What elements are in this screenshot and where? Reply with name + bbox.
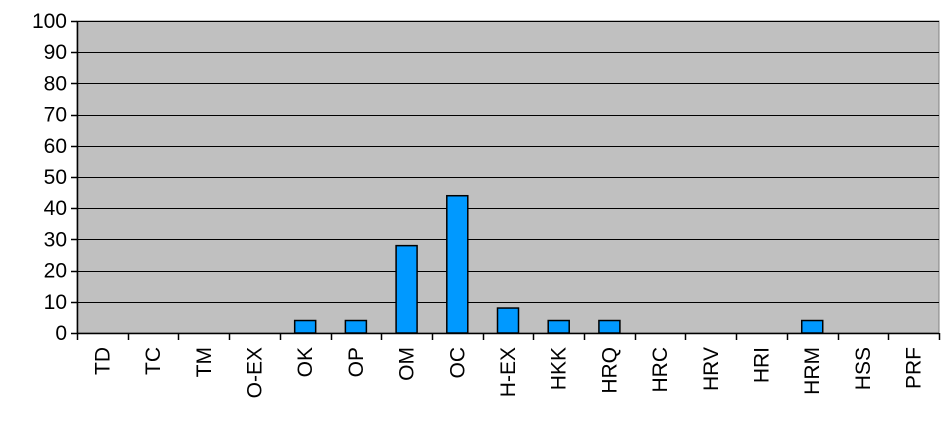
bar-hkk <box>547 319 570 334</box>
bar-h-ex <box>496 307 520 334</box>
x-tick-label: OK <box>294 347 317 377</box>
x-tick-label: HSS <box>852 347 875 390</box>
y-tick-label: 90 <box>44 41 67 64</box>
x-tick-label: OP <box>345 347 368 377</box>
x-tick-labels: TD TC TM O-EX OK OP OM OC H-EX HKK HRQ HRC HRV HRI HRM… <box>91 347 925 398</box>
x-tick-label: TC <box>142 347 165 375</box>
x-tick-label: H-EX <box>497 347 520 397</box>
x-tick-label: HRV <box>700 347 723 391</box>
y-tick-label: 60 <box>44 135 67 158</box>
y-tick-label: 40 <box>44 197 67 220</box>
bar-ok <box>293 319 317 334</box>
y-tick-label: 30 <box>44 228 67 251</box>
y-tick-label: 100 <box>32 10 67 33</box>
bars <box>293 194 824 334</box>
x-tick-label: OC <box>446 347 469 379</box>
y-tick-label: 0 <box>55 322 67 345</box>
gridlines <box>77 21 939 303</box>
axes <box>71 20 941 340</box>
bar-om <box>395 244 418 334</box>
bar-hrq <box>598 319 621 334</box>
bar-hrm <box>800 319 824 334</box>
y-tick-label: 10 <box>44 291 67 314</box>
x-tick-label: TM <box>193 347 216 377</box>
y-tick-labels: 0 10 20 30 40 50 60 70 80 90 100 <box>32 10 67 345</box>
x-tick-label: HRQ <box>598 347 621 394</box>
y-tick-label: 80 <box>44 72 67 95</box>
y-tick-label: 50 <box>44 166 67 189</box>
y-tick-label: 20 <box>44 260 67 283</box>
y-tick-label: 70 <box>44 104 67 127</box>
x-tick-label: HKK <box>548 347 571 390</box>
bar-oc <box>446 194 469 334</box>
x-tick-label: HRI <box>751 347 774 383</box>
x-tick-label: HRM <box>801 347 824 395</box>
x-tick-label: O-EX <box>243 347 266 398</box>
x-tick-label: PRF <box>903 347 926 389</box>
x-tick-label: OM <box>396 347 419 381</box>
bar-op <box>344 319 368 334</box>
x-tick-label: TD <box>91 347 114 375</box>
x-tick-label: HRC <box>649 347 672 393</box>
